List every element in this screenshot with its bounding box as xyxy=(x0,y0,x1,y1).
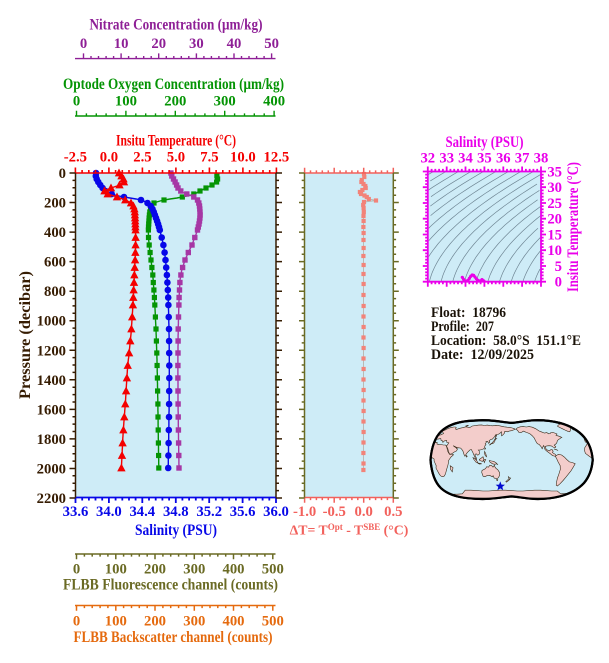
svg-text:Salinity (PSU): Salinity (PSU) xyxy=(135,522,217,539)
svg-text:37: 37 xyxy=(515,151,530,167)
svg-text:40: 40 xyxy=(227,36,242,52)
svg-text:500: 500 xyxy=(262,562,284,578)
svg-text:30: 30 xyxy=(189,36,204,52)
svg-text:2000: 2000 xyxy=(37,462,66,478)
svg-text:Pressure (decibar): Pressure (decibar) xyxy=(17,271,34,399)
svg-text:10: 10 xyxy=(114,36,129,52)
svg-text:ΔT= TOpt - TSBE (°C): ΔT= TOpt - TSBE (°C) xyxy=(290,522,409,539)
svg-text:10.0: 10.0 xyxy=(230,150,256,166)
svg-text:400: 400 xyxy=(44,225,66,241)
svg-text:35: 35 xyxy=(477,151,492,167)
svg-text:Location: 58.0°S 151.1°E: Location: 58.0°S 151.1°E xyxy=(431,333,581,349)
svg-text:Date: 12/09/2025: Date: 12/09/2025 xyxy=(431,347,534,363)
svg-text:35.6: 35.6 xyxy=(230,504,256,520)
svg-text:500: 500 xyxy=(262,614,284,630)
svg-text:35.2: 35.2 xyxy=(196,504,222,520)
svg-text:1200: 1200 xyxy=(37,343,66,359)
svg-text:5.0: 5.0 xyxy=(167,150,185,166)
svg-text:15: 15 xyxy=(547,228,562,244)
svg-text:0: 0 xyxy=(73,562,80,578)
svg-text:0.5: 0.5 xyxy=(384,504,402,520)
svg-text:100: 100 xyxy=(115,94,137,110)
svg-text:0.0: 0.0 xyxy=(355,504,373,520)
svg-text:34.4: 34.4 xyxy=(129,504,155,520)
svg-text:Optode Oxygen Concentration (μ: Optode Oxygen Concentration (μm/kg) xyxy=(63,76,284,93)
svg-text:Nitrate Concentration (μm/kg): Nitrate Concentration (μm/kg) xyxy=(90,17,263,34)
svg-text:35: 35 xyxy=(547,165,562,181)
svg-text:100: 100 xyxy=(105,614,127,630)
svg-text:34: 34 xyxy=(458,151,473,167)
svg-text:300: 300 xyxy=(183,614,205,630)
svg-text:0: 0 xyxy=(59,166,66,182)
svg-text:2.5: 2.5 xyxy=(133,150,151,166)
svg-text:FLBB Backscatter channel (coun: FLBB Backscatter channel (counts) xyxy=(74,629,273,646)
svg-text:800: 800 xyxy=(44,284,66,300)
svg-text:36: 36 xyxy=(496,151,511,167)
svg-text:25: 25 xyxy=(547,196,562,212)
svg-text:100: 100 xyxy=(105,562,127,578)
svg-text:600: 600 xyxy=(44,255,66,271)
svg-text:33.6: 33.6 xyxy=(63,504,89,520)
svg-text:34.8: 34.8 xyxy=(163,504,189,520)
svg-text:200: 200 xyxy=(164,94,186,110)
svg-text:1800: 1800 xyxy=(37,432,66,448)
svg-text:1600: 1600 xyxy=(37,402,66,418)
svg-text:34.0: 34.0 xyxy=(96,504,122,520)
svg-text:Insitu Temperature (°C): Insitu Temperature (°C) xyxy=(116,133,236,150)
svg-text:2200: 2200 xyxy=(37,491,66,507)
svg-text:300: 300 xyxy=(183,562,205,578)
svg-text:0: 0 xyxy=(80,36,87,52)
svg-text:1400: 1400 xyxy=(37,373,66,389)
svg-text:50: 50 xyxy=(264,36,279,52)
svg-text:32: 32 xyxy=(420,151,435,167)
svg-text:7.5: 7.5 xyxy=(200,150,218,166)
svg-text:400: 400 xyxy=(222,614,244,630)
svg-text:0: 0 xyxy=(73,614,80,630)
svg-text:200: 200 xyxy=(44,196,66,212)
svg-text:36.0: 36.0 xyxy=(263,504,289,520)
svg-text:-2.5: -2.5 xyxy=(64,150,87,166)
svg-text:FLBB Fluorescence channel (cou: FLBB Fluorescence channel (counts) xyxy=(63,577,278,594)
svg-text:5: 5 xyxy=(555,259,562,275)
svg-text:10: 10 xyxy=(547,243,562,259)
svg-text:1000: 1000 xyxy=(37,314,66,330)
svg-text:33: 33 xyxy=(439,151,454,167)
svg-text:20: 20 xyxy=(547,212,562,228)
svg-text:0: 0 xyxy=(555,275,562,291)
svg-text:Float: 18796: Float: 18796 xyxy=(431,305,506,321)
svg-text:-1.0: -1.0 xyxy=(293,504,316,520)
svg-text:Insitu Temperature (°C): Insitu Temperature (°C) xyxy=(565,162,582,292)
svg-text:200: 200 xyxy=(144,614,166,630)
svg-text:Profile: 207: Profile: 207 xyxy=(431,319,494,335)
svg-text:12.5: 12.5 xyxy=(264,150,290,166)
svg-text:30: 30 xyxy=(547,180,562,196)
svg-text:300: 300 xyxy=(214,94,236,110)
svg-text:20: 20 xyxy=(151,36,166,52)
svg-text:200: 200 xyxy=(144,562,166,578)
svg-text:38: 38 xyxy=(534,151,549,167)
svg-text:0: 0 xyxy=(73,94,80,110)
svg-text:-0.5: -0.5 xyxy=(323,504,346,520)
svg-text:0.0: 0.0 xyxy=(100,150,118,166)
svg-text:400: 400 xyxy=(222,562,244,578)
svg-text:400: 400 xyxy=(263,94,285,110)
svg-text:Salinity (PSU): Salinity (PSU) xyxy=(446,134,524,151)
